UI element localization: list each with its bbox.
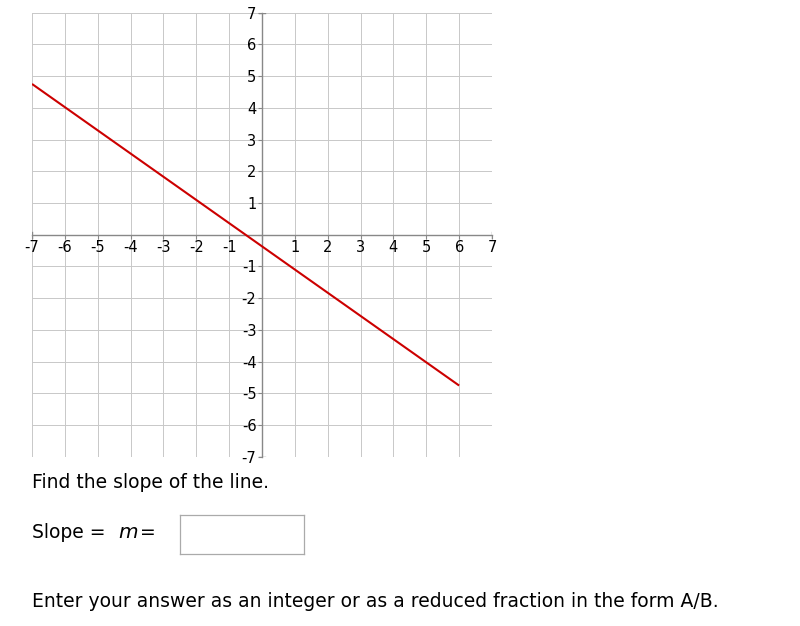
Text: =: = — [134, 523, 156, 541]
Text: Find the slope of the line.: Find the slope of the line. — [32, 473, 269, 491]
Text: Slope =: Slope = — [32, 523, 111, 541]
Text: $m$: $m$ — [118, 523, 138, 541]
Text: Enter your answer as an integer or as a reduced fraction in the form A/B.: Enter your answer as an integer or as a … — [32, 592, 718, 610]
